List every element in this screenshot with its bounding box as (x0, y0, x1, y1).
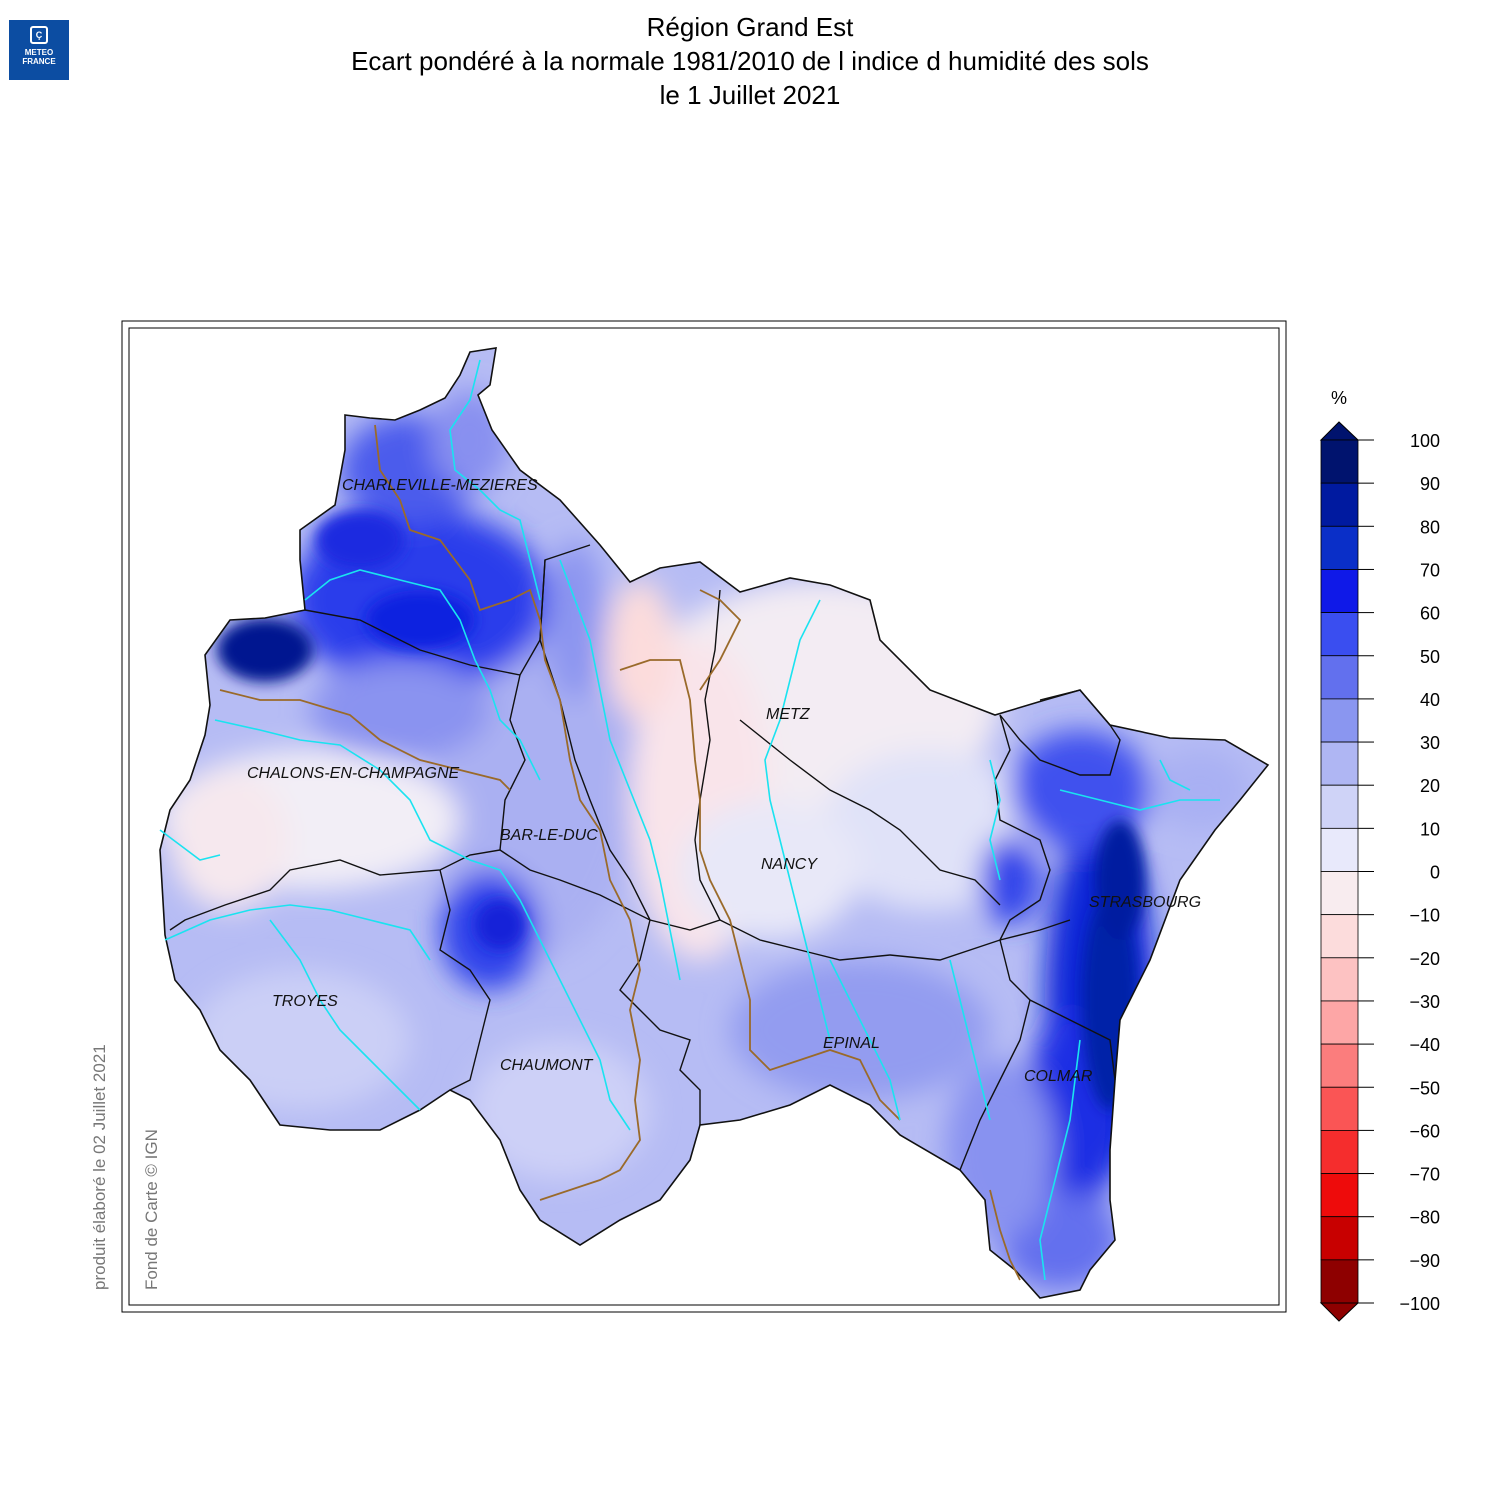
logo-line-1: METEO (24, 48, 54, 57)
legend-tick-label: −20 (1409, 949, 1440, 969)
color-legend: % 1009080706050403020100−10−20−30−40−50−… (1319, 388, 1440, 1322)
city-charleville-mezieres: CHARLEVILLE-MEZIERES (342, 477, 538, 494)
legend-tick-label: 30 (1420, 733, 1440, 753)
legend-tick-label: 60 (1420, 604, 1440, 624)
legend-swatch (1320, 482, 1359, 527)
legend-tick-label: 0 (1430, 863, 1440, 883)
legend-tick-label: 50 (1420, 647, 1440, 667)
legend-swatch (1320, 1173, 1359, 1218)
city-metz: METZ (766, 706, 811, 723)
legend-ticks: 1009080706050403020100−10−20−30−40−50−60… (1358, 431, 1440, 1314)
legend-tick-label: −90 (1409, 1251, 1440, 1271)
legend-tick-label: 90 (1420, 474, 1440, 494)
legend-tick-label: −30 (1409, 992, 1440, 1012)
legend-tick-label: 100 (1410, 431, 1440, 451)
legend-swatch (1320, 1086, 1359, 1131)
legend-tick-label: −100 (1399, 1294, 1440, 1314)
legend-tick-label: −80 (1409, 1208, 1440, 1228)
legend-tick-label: 80 (1420, 517, 1440, 537)
legend-swatch (1320, 655, 1359, 700)
map-titles: Région Grand Est Ecart pondéré à la norm… (0, 10, 1500, 112)
legend-color-bar (1320, 439, 1359, 1304)
city-strasbourg: STRASBOURG (1089, 894, 1201, 911)
legend-tick-label: 10 (1420, 819, 1440, 839)
legend-unit: % (1331, 388, 1347, 408)
legend-swatch (1320, 698, 1359, 743)
meteo-france-logo: Ç METEO FRANCE (9, 20, 69, 80)
legend-swatch (1320, 957, 1359, 1002)
legend-swatch (1320, 439, 1359, 484)
legend-tick-label: −50 (1409, 1078, 1440, 1098)
city-troyes: TROYES (272, 993, 338, 1010)
legend-swatch (1320, 612, 1359, 657)
legend-tick-label: −70 (1409, 1165, 1440, 1185)
legend-tick-label: 20 (1420, 776, 1440, 796)
city-colmar: COLMAR (1024, 1068, 1093, 1085)
rivers (159, 359, 1220, 1281)
city-chalons-en-champagne: CHALONS-EN-CHAMPAGNE (247, 765, 460, 782)
legend-swatch (1320, 784, 1359, 829)
city-bar-le-duc: BAR-LE-DUC (500, 827, 598, 844)
legend-tick-label: −10 (1409, 906, 1440, 926)
legend-swatch (1320, 871, 1359, 916)
title-description: Ecart pondéré à la normale 1981/2010 de … (351, 46, 1149, 76)
legend-tick-label: −40 (1409, 1035, 1440, 1055)
title-date: le 1 Juillet 2021 (659, 80, 841, 110)
legend-swatch (1320, 1130, 1359, 1174)
legend-tick-label: 70 (1420, 560, 1440, 580)
map-frame-outer (121, 320, 1287, 1313)
department-boundaries (169, 544, 1121, 1171)
legend-tick-label: −60 (1409, 1121, 1440, 1141)
city-labels: CHARLEVILLE-MEZIERES METZ CHALONS-EN-CHA… (247, 477, 1201, 1085)
legend-swatch (1320, 569, 1359, 614)
region-outline (159, 347, 1270, 1299)
city-epinal: EPINAL (823, 1035, 880, 1052)
city-nancy: NANCY (761, 856, 818, 873)
legend-swatch (1320, 1043, 1359, 1088)
legend-swatch (1320, 1259, 1359, 1304)
city-chaumont: CHAUMONT (500, 1057, 594, 1074)
map-frame-inner (128, 327, 1280, 1306)
legend-top-arrow (1319, 421, 1360, 441)
legend-swatch (1320, 741, 1359, 786)
legend-swatch (1320, 525, 1359, 570)
legend-tick-label: 40 (1420, 690, 1440, 710)
legend-bottom-arrow (1319, 1302, 1360, 1322)
logo-line-2: FRANCE (22, 57, 56, 66)
logo-icon: Ç (30, 26, 48, 44)
legend-swatch (1320, 914, 1359, 959)
legend-swatch (1320, 827, 1359, 872)
legend-swatch (1320, 1000, 1359, 1045)
legend-swatch (1320, 1216, 1359, 1261)
watershed-boundaries (219, 424, 1021, 1281)
title-region: Région Grand Est (646, 12, 854, 42)
